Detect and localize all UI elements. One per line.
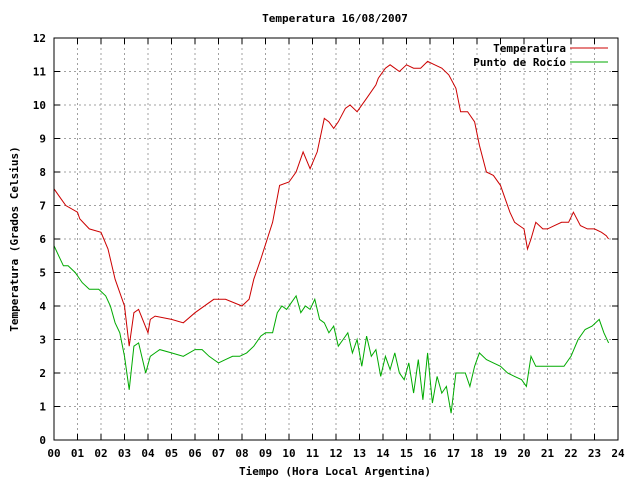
y-axis-label: Temperatura (Grados Celsius) xyxy=(8,146,21,331)
x-tick-label: 06 xyxy=(188,447,202,460)
x-tick-label: 00 xyxy=(47,447,60,460)
series-line-1 xyxy=(53,245,610,414)
x-tick-label: 03 xyxy=(118,447,131,460)
y-tick-label: 2 xyxy=(39,367,46,380)
x-tick-label: 23 xyxy=(588,447,601,460)
y-tick-label: 1 xyxy=(39,401,46,414)
legend-label-punto-de-rocio: Punto de Rocío xyxy=(473,56,566,69)
data-series xyxy=(53,60,610,414)
x-tick-label: 11 xyxy=(306,447,320,460)
x-tick-label: 07 xyxy=(212,447,225,460)
series-line-0 xyxy=(53,60,610,347)
x-tick-label: 08 xyxy=(235,447,248,460)
x-tick-label: 04 xyxy=(141,447,155,460)
y-tick-label: 3 xyxy=(39,334,46,347)
y-tick-label: 9 xyxy=(39,133,46,146)
y-tick-label: 6 xyxy=(39,233,46,246)
legend: Temperatura Punto de Rocío xyxy=(473,42,608,69)
x-tick-label: 02 xyxy=(94,447,107,460)
x-tick-label: 19 xyxy=(494,447,507,460)
x-tick-label: 18 xyxy=(470,447,483,460)
x-tick-label: 20 xyxy=(517,447,530,460)
x-tick-label: 13 xyxy=(353,447,366,460)
chart-title: Temperatura 16/08/2007 xyxy=(262,12,408,25)
x-axis-ticks: 00 01 02 03 04 05 06 07 08 09 10 11 12 13 14 15 16 17 18 19… xyxy=(47,38,625,460)
x-tick-label: 10 xyxy=(282,447,295,460)
y-tick-label: 10 xyxy=(33,99,46,112)
legend-label-temperatura: Temperatura xyxy=(493,42,566,55)
x-tick-label: 14 xyxy=(376,447,390,460)
y-tick-label: 0 xyxy=(39,434,46,447)
x-tick-label: 21 xyxy=(541,447,555,460)
grid-lines xyxy=(54,38,618,440)
x-tick-label: 09 xyxy=(259,447,272,460)
x-tick-label: 24 xyxy=(611,447,625,460)
y-tick-label: 5 xyxy=(39,267,46,280)
y-tick-label: 7 xyxy=(39,200,46,213)
x-tick-label: 01 xyxy=(71,447,85,460)
x-tick-label: 05 xyxy=(165,447,178,460)
x-axis-label: Tiempo (Hora Local Argentina) xyxy=(239,465,431,478)
x-tick-label: 17 xyxy=(447,447,460,460)
y-tick-label: 8 xyxy=(39,166,46,179)
x-tick-label: 12 xyxy=(329,447,342,460)
y-tick-label: 11 xyxy=(33,66,47,79)
x-tick-label: 15 xyxy=(400,447,413,460)
x-tick-label: 22 xyxy=(564,447,577,460)
plot-frame xyxy=(53,37,619,441)
y-tick-label: 12 xyxy=(33,32,46,45)
y-tick-label: 4 xyxy=(39,300,46,313)
x-tick-label: 16 xyxy=(423,447,437,460)
